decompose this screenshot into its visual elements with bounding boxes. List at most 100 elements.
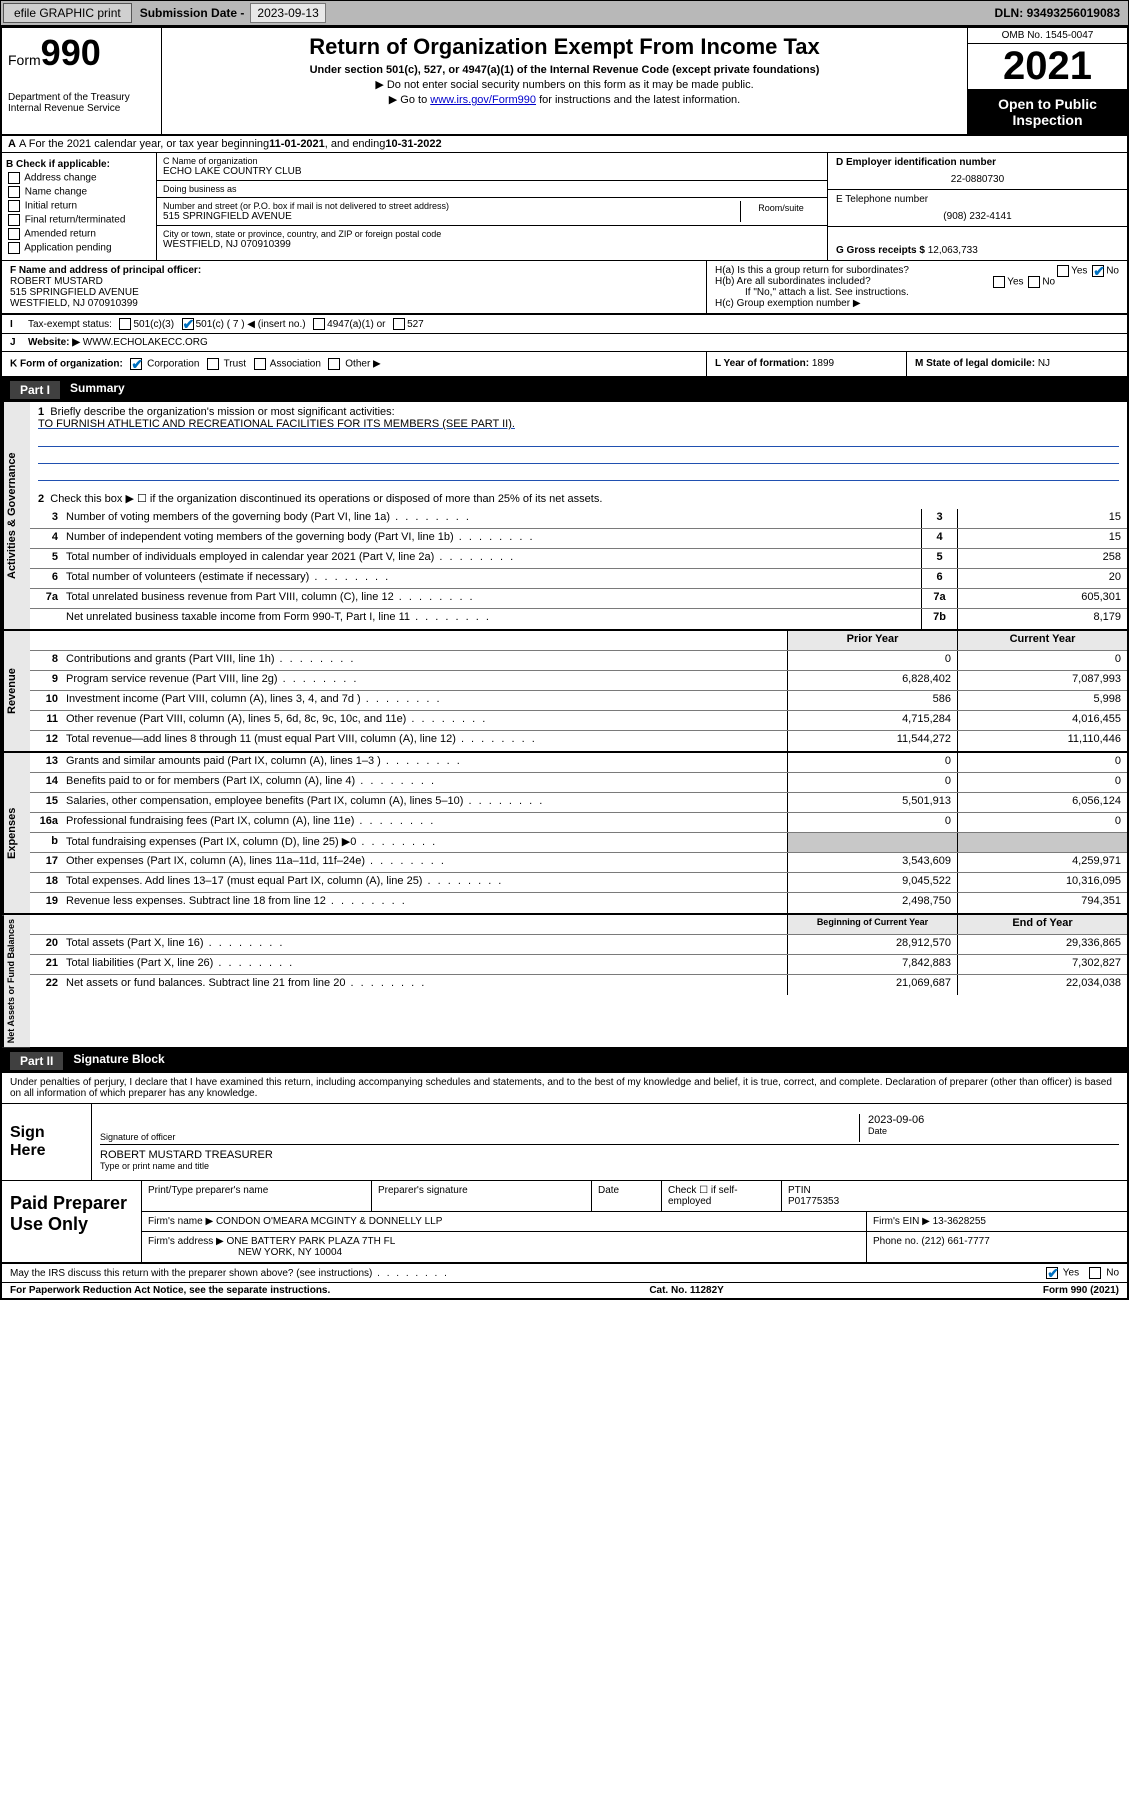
col-header-row-net: Beginning of Current Year End of Year	[30, 915, 1127, 935]
summary-line-b: b Total fundraising expenses (Part IX, c…	[30, 833, 1127, 853]
form-number: Form990	[8, 32, 155, 74]
part-2-header: Part II Signature Block	[2, 1049, 1127, 1073]
dln-label: DLN:	[995, 6, 1024, 20]
tab-revenue: Revenue	[2, 631, 30, 751]
check-trust[interactable]	[207, 358, 219, 370]
officer-addr1: 515 SPRINGFIELD AVENUE	[10, 287, 139, 298]
row-a-tax-year: A A For the 2021 calendar year, or tax y…	[2, 136, 1127, 153]
check-hb-no[interactable]	[1028, 276, 1040, 288]
sig-officer-label: Signature of officer	[100, 1132, 859, 1142]
officer-name: ROBERT MUSTARD	[10, 276, 103, 287]
check-discuss-no[interactable]	[1089, 1267, 1101, 1279]
top-toolbar: efile GRAPHIC print Submission Date - 20…	[0, 0, 1129, 26]
summary-line-19: 19 Revenue less expenses. Subtract line …	[30, 893, 1127, 913]
ein-value: 22-0880730	[836, 168, 1119, 185]
submission-date-value: 2023-09-13	[250, 3, 325, 23]
ptin-label: PTIN	[788, 1185, 811, 1196]
sig-name-value: ROBERT MUSTARD TREASURER	[100, 1149, 1119, 1161]
paid-preparer-label: Paid Preparer Use Only	[2, 1181, 142, 1262]
firm-addr2: NEW YORK, NY 10004	[148, 1247, 342, 1258]
department-label: Department of the Treasury Internal Reve…	[8, 92, 155, 114]
line-1-mission: 1 Briefly describe the organization's mi…	[30, 402, 1127, 488]
tel-label: E Telephone number	[836, 194, 1119, 205]
dba-label: Doing business as	[163, 184, 821, 194]
ptin-value: P01775353	[788, 1196, 839, 1207]
row-l-year: L Year of formation: 1899	[707, 352, 907, 376]
col-d-ein-tel: D Employer identification number 22-0880…	[827, 153, 1127, 260]
summary-line-15: 15 Salaries, other compensation, employe…	[30, 793, 1127, 813]
website-label: Website: ▶	[28, 337, 80, 348]
summary-line-10: 10 Investment income (Part VIII, column …	[30, 691, 1127, 711]
summary-line-11: 11 Other revenue (Part VIII, column (A),…	[30, 711, 1127, 731]
open-inspection-badge: Open to Public Inspection	[968, 90, 1127, 134]
summary-line-12: 12 Total revenue—add lines 8 through 11 …	[30, 731, 1127, 751]
prep-self-emp: Check ☐ if self-employed	[662, 1181, 782, 1211]
prep-sig-hdr: Preparer's signature	[372, 1181, 592, 1211]
tab-governance: Activities & Governance	[2, 402, 30, 629]
summary-line-8: 8 Contributions and grants (Part VIII, l…	[30, 651, 1127, 671]
summary-line-9: 9 Program service revenue (Part VIII, li…	[30, 671, 1127, 691]
check-other[interactable]	[328, 358, 340, 370]
street-label: Number and street (or P.O. box if mail i…	[163, 201, 740, 211]
check-ha-yes[interactable]	[1057, 265, 1069, 277]
part-1-header: Part I Summary	[2, 378, 1127, 402]
check-discuss-yes[interactable]	[1046, 1267, 1058, 1279]
summary-line-5: 5 Total number of individuals employed i…	[30, 549, 1127, 569]
line-2-checkbox: 2 Check this box ▶ ☐ if the organization…	[30, 488, 1127, 509]
officer-addr2: WESTFIELD, NJ 070910399	[10, 298, 138, 309]
summary-line-3: 3 Number of voting members of the govern…	[30, 509, 1127, 529]
check-ha-no[interactable]	[1092, 265, 1104, 277]
summary-line-18: 18 Total expenses. Add lines 13–17 (must…	[30, 873, 1127, 893]
hc-group-exemption: H(c) Group exemption number ▶	[715, 298, 1119, 309]
summary-line-7b: Net unrelated business taxable income fr…	[30, 609, 1127, 629]
prep-date-hdr: Date	[592, 1181, 662, 1211]
firm-phone-label: Phone no.	[873, 1236, 919, 1247]
check-501c3[interactable]	[119, 318, 131, 330]
summary-line-21: 21 Total liabilities (Part X, line 26) 7…	[30, 955, 1127, 975]
form-ref: Form 990 (2021)	[1043, 1285, 1119, 1296]
tab-expenses: Expenses	[2, 753, 30, 913]
prep-name-hdr: Print/Type preparer's name	[142, 1181, 372, 1211]
check-4947[interactable]	[313, 318, 325, 330]
check-501c[interactable]	[182, 318, 194, 330]
website-value: WWW.ECHOLAKECC.ORG	[83, 337, 208, 348]
irs-link[interactable]: www.irs.gov/Form990	[430, 94, 536, 106]
check-final-return[interactable]	[8, 214, 20, 226]
hb-note: If "No," attach a list. See instructions…	[715, 287, 1119, 298]
sig-date-value: 2023-09-06	[868, 1114, 1119, 1126]
check-corporation[interactable]	[130, 358, 142, 370]
col-b-label: B Check if applicable:	[6, 159, 152, 170]
check-527[interactable]	[393, 318, 405, 330]
irs-discuss-row: May the IRS discuss this return with the…	[2, 1264, 1127, 1283]
tax-exempt-label: Tax-exempt status:	[28, 319, 112, 330]
form-header: Form990 Department of the Treasury Inter…	[2, 28, 1127, 136]
city-label: City or town, state or province, country…	[163, 229, 821, 239]
check-association[interactable]	[254, 358, 266, 370]
check-amended-return[interactable]	[8, 228, 20, 240]
col-c-org-info: C Name of organization ECHO LAKE COUNTRY…	[157, 153, 827, 260]
org-name-label: C Name of organization	[163, 156, 821, 166]
ein-label: D Employer identification number	[836, 157, 1119, 168]
row-m-state: M State of legal domicile: NJ	[907, 352, 1127, 376]
city-value: WESTFIELD, NJ 070910399	[163, 239, 821, 250]
check-name-change[interactable]	[8, 186, 20, 198]
row-f-officer: F Name and address of principal officer:…	[2, 261, 707, 313]
firm-name-label: Firm's name ▶	[148, 1216, 213, 1227]
firm-ein: 13-3628255	[933, 1216, 986, 1227]
tel-value: (908) 232-4141	[836, 205, 1119, 222]
omb-number: OMB No. 1545-0047	[968, 28, 1127, 44]
room-suite-label: Room/suite	[741, 201, 821, 222]
sig-date-label: Date	[868, 1126, 1119, 1136]
form-subtitle: Under section 501(c), 527, or 4947(a)(1)…	[170, 64, 959, 76]
summary-line-17: 17 Other expenses (Part IX, column (A), …	[30, 853, 1127, 873]
check-initial-return[interactable]	[8, 200, 20, 212]
efile-print-button[interactable]: efile GRAPHIC print	[3, 3, 132, 23]
footer-line: For Paperwork Reduction Act Notice, see …	[2, 1283, 1127, 1298]
row-k-form-org: K Form of organization: Corporation Trus…	[2, 352, 707, 376]
firm-ein-label: Firm's EIN ▶	[873, 1216, 930, 1227]
check-application-pending[interactable]	[8, 242, 20, 254]
street-value: 515 SPRINGFIELD AVENUE	[163, 211, 740, 222]
check-hb-yes[interactable]	[993, 276, 1005, 288]
check-address-change[interactable]	[8, 172, 20, 184]
org-name: ECHO LAKE COUNTRY CLUB	[163, 166, 821, 177]
